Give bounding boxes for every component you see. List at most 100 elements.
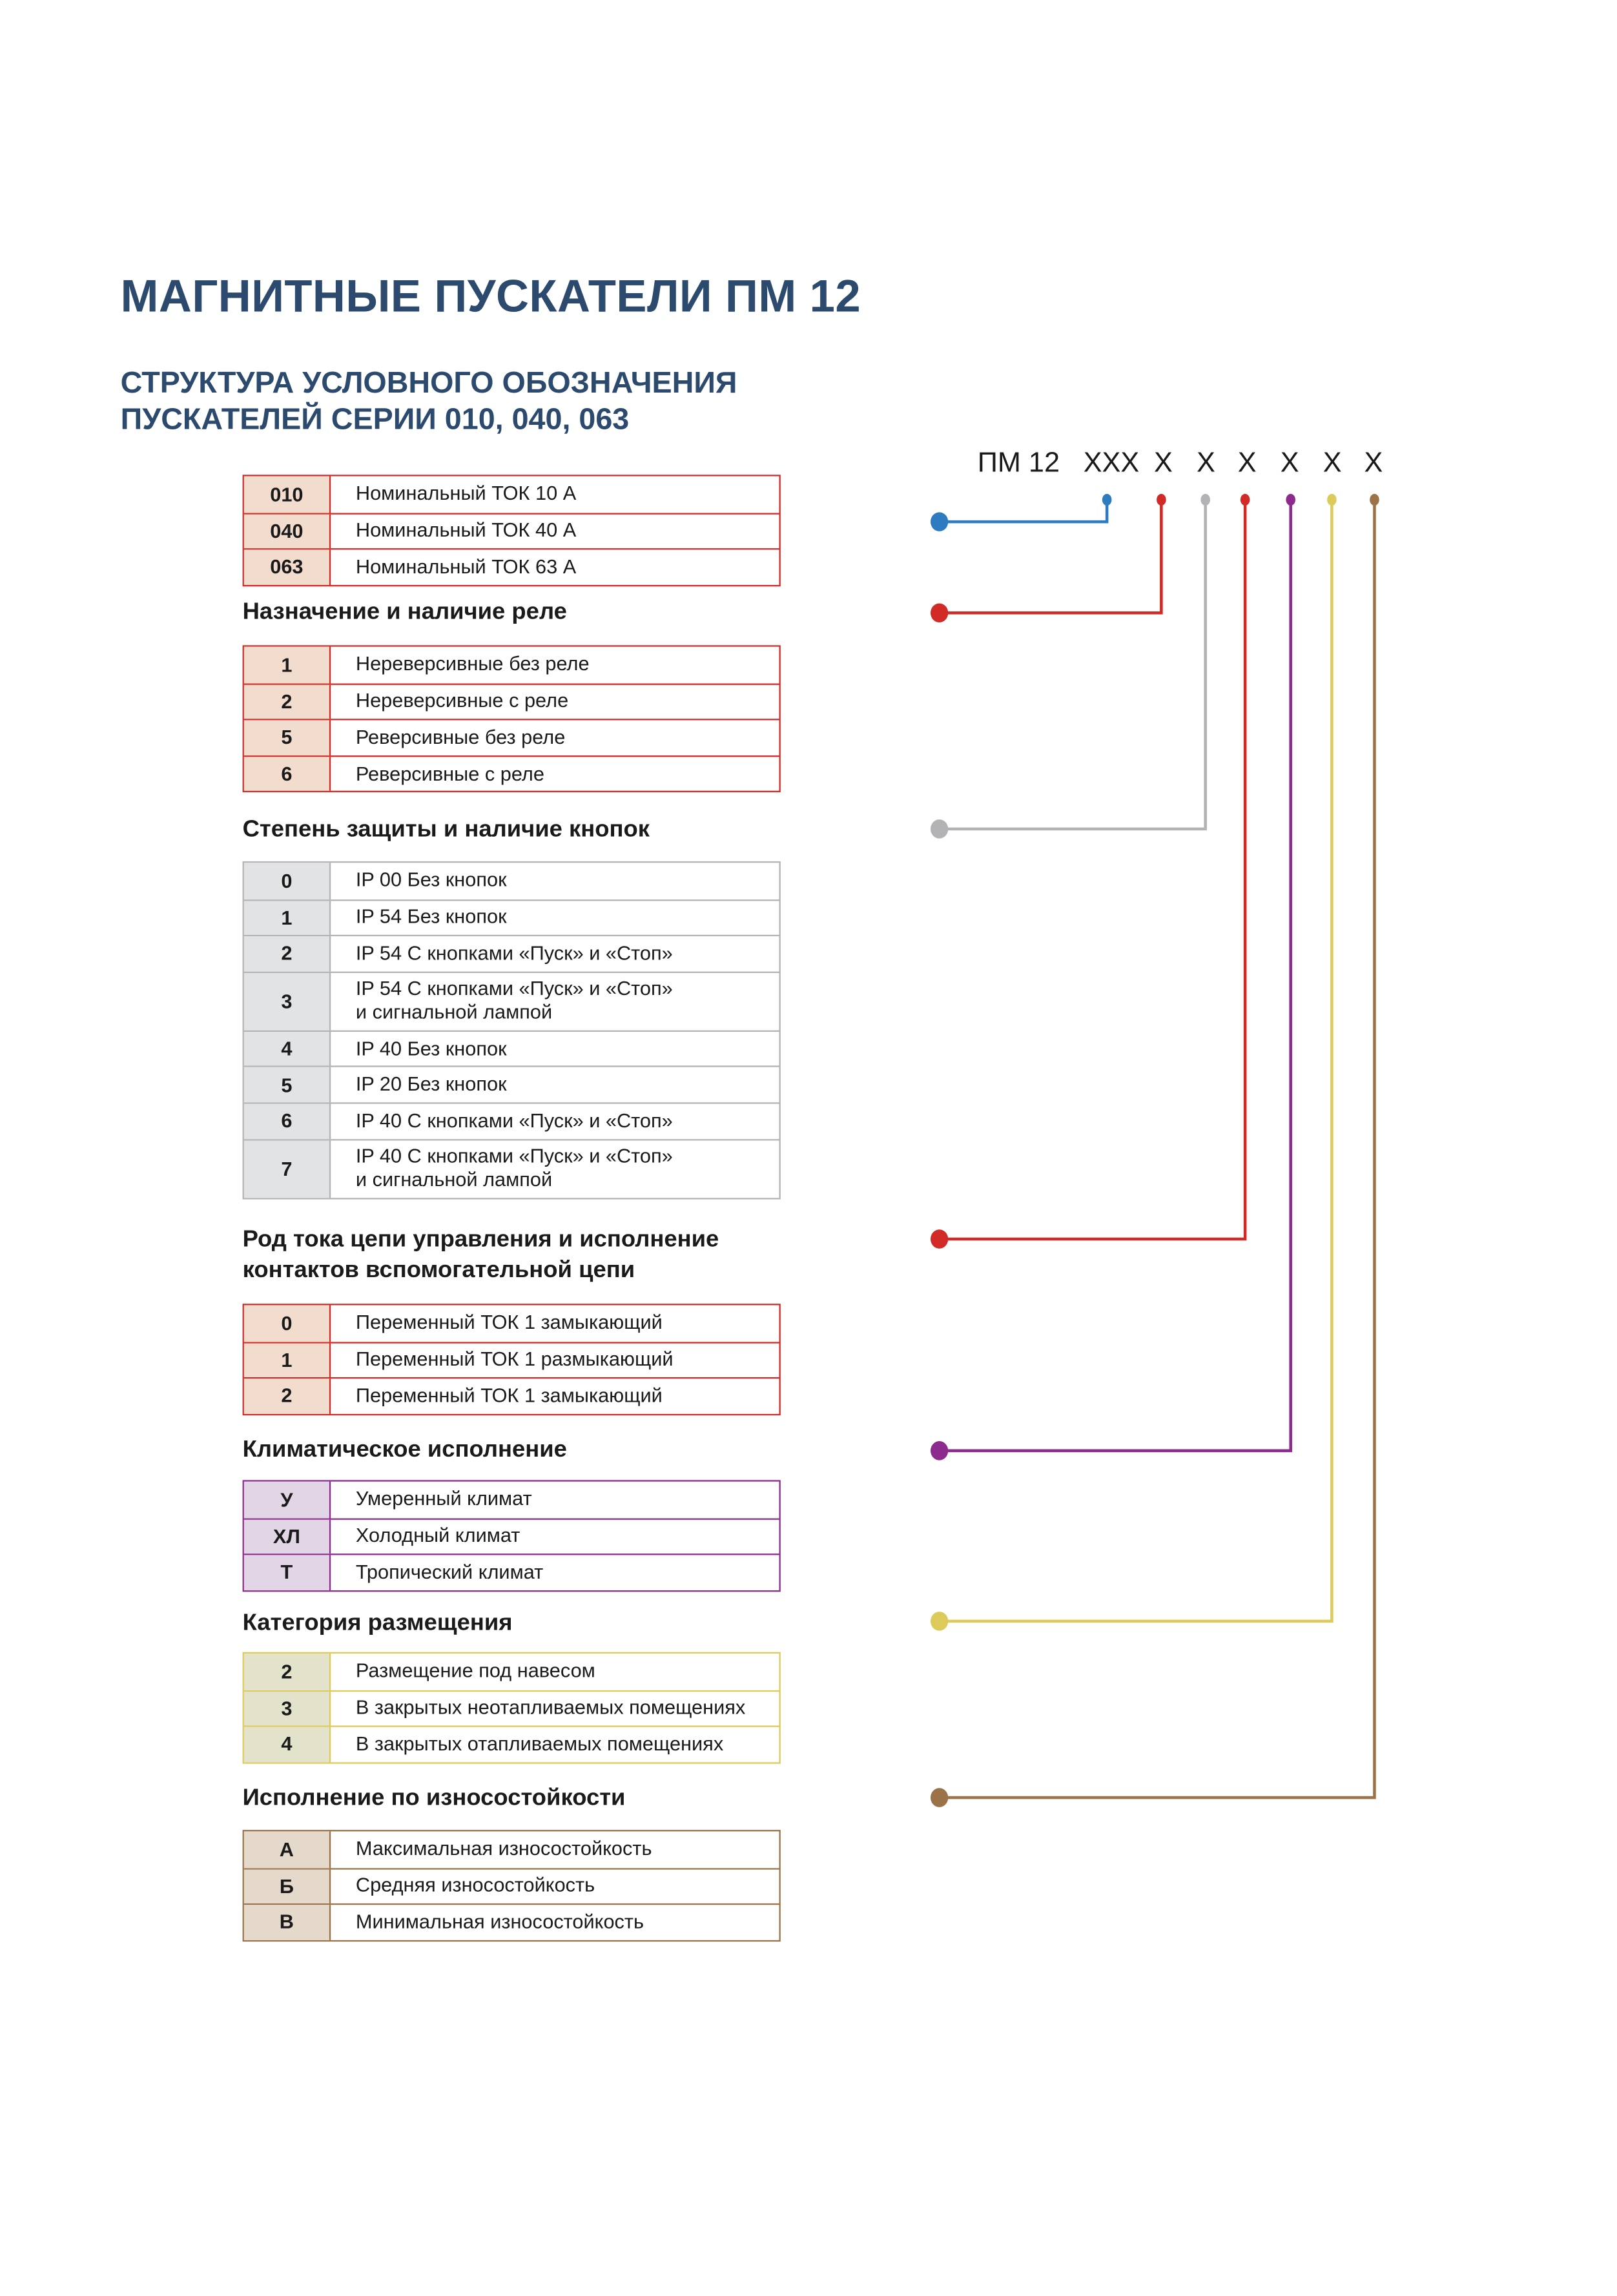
description-cell: IP 54 С кнопками «Пуск» и «Стоп» <box>355 942 673 965</box>
connector-line <box>939 499 1292 1453</box>
code-cell: 063 <box>243 549 331 585</box>
section-heading: Род тока цепи управления и исполнение кон… <box>243 1224 719 1286</box>
description-cell: IP 54 Без кнопок <box>355 906 507 928</box>
section-heading: Климатическое исполнение <box>243 1435 567 1466</box>
code-cell: 2 <box>243 1653 331 1690</box>
code-table: 0 IP 00 Без кнопок 1 IP 54 Без кнопок 2 IP 54… <box>242 861 781 1199</box>
section-heading-line: Род тока цепи управления и исполнение <box>242 1227 719 1253</box>
table-row: 2 Нереверсивные с реле <box>243 682 779 719</box>
connector-start-dot <box>1157 493 1166 506</box>
designation-placeholder: X <box>1197 447 1215 478</box>
code-cell: 6 <box>243 1103 331 1139</box>
code-cell: В <box>243 1905 331 1940</box>
code-cell: 2 <box>243 1379 331 1414</box>
connector-line <box>939 499 1207 831</box>
code-cell: 1 <box>243 646 331 683</box>
description-cell: Нереверсивные с реле <box>355 690 569 712</box>
connector-line <box>939 499 1163 615</box>
table-row: У Умеренный климат <box>243 1481 779 1518</box>
code-cell: 3 <box>243 972 331 1030</box>
connector-start-dot <box>1286 493 1295 506</box>
description-cell: Номинальный ТОК 63 А <box>355 555 577 578</box>
description-cell: Умеренный климат <box>355 1488 532 1510</box>
code-cell: 1 <box>243 1342 331 1378</box>
section-heading-line: Климатическое исполнение <box>242 1437 567 1463</box>
connector-start-dot <box>1370 493 1379 506</box>
code-cell: 040 <box>243 513 331 549</box>
description-cell: В закрытых неотапливаемых помещениях <box>355 1696 746 1719</box>
section-heading-line: контактов вспомогательной цепи <box>242 1258 635 1284</box>
connector-line <box>939 499 1247 1241</box>
table-row: 1 Нереверсивные без реле <box>243 646 779 683</box>
subtitle-line: ПУСКАТЕЛЕЙ СЕРИИ 010, 040, 063 <box>120 402 630 437</box>
code-cell: 4 <box>243 1031 331 1067</box>
description-cell: Холодный климат <box>355 1524 520 1547</box>
connector-end-dot <box>930 819 949 839</box>
designation-placeholder: X <box>1238 447 1257 478</box>
code-cell: 0 <box>243 863 331 899</box>
section-heading: Исполнение по износостойкости <box>243 1783 626 1814</box>
description-cell: IP 40 С кнопками «Пуск» и «Стоп» <box>355 1109 673 1132</box>
description-cell: Номинальный ТОК 40 А <box>355 519 577 542</box>
table-row: Б Средняя износостойкость <box>243 1867 779 1904</box>
description-cell: Нереверсивные без реле <box>355 653 590 675</box>
table-row: 6 Реверсивные с реле <box>243 755 779 792</box>
designation-placeholder: X <box>1323 447 1342 478</box>
description-cell: Переменный ТОК 1 размыкающий <box>355 1348 674 1371</box>
table-row: Т Тропический климат <box>243 1553 779 1590</box>
table-row: 3 В закрытых неотапливаемых помещениях <box>243 1689 779 1726</box>
code-cell: Б <box>243 1869 331 1904</box>
table-row: 2 IP 54 С кнопками «Пуск» и «Стоп» <box>243 935 779 972</box>
code-cell: 5 <box>243 720 331 755</box>
connector-start-dot <box>1102 493 1112 506</box>
code-table: У Умеренный климат ХЛ Холодный климат Т Тропи… <box>242 1480 781 1592</box>
description-cell: Минимальная износостойкость <box>355 1911 644 1933</box>
code-cell: У <box>243 1481 331 1518</box>
page-title: МАГНИТНЫЕ ПУСКАТЕЛИ ПМ 12 <box>120 270 861 322</box>
section-heading: Категория размещения <box>243 1608 513 1639</box>
section-heading-line: Категория размещения <box>242 1610 513 1636</box>
description-cell: Переменный ТОК 1 замыкающий <box>355 1311 663 1334</box>
designation-prefix: ПМ 12 <box>978 447 1060 478</box>
section-heading-line: Степень защиты и наличие кнопок <box>242 817 650 843</box>
description-cell: Номинальный ТОК 10 А <box>355 482 577 505</box>
table-row: 6 IP 40 С кнопками «Пуск» и «Стоп» <box>243 1102 779 1139</box>
section-heading: Степень защиты и наличие кнопок <box>243 814 650 845</box>
description-cell: IP 40 С кнопками «Пуск» и «Стоп» и сигнал… <box>355 1145 673 1191</box>
table-row: 1 Переменный ТОК 1 размыкающий <box>243 1341 779 1378</box>
connector-end-dot <box>930 1441 949 1461</box>
description-cell: Реверсивные без реле <box>355 726 566 748</box>
description-cell: IP 00 Без кнопок <box>355 869 507 892</box>
table-row: 7 IP 40 С кнопками «Пуск» и «Стоп» и сигна… <box>243 1138 779 1198</box>
table-row: 010 Номинальный ТОК 10 А <box>243 476 779 513</box>
code-cell: 2 <box>243 684 331 719</box>
connector-start-dot <box>1200 493 1210 506</box>
description-cell: IP 54 С кнопками «Пуск» и «Стоп» и сигнал… <box>355 978 673 1024</box>
connector-line <box>939 499 1109 524</box>
code-cell: 1 <box>243 900 331 936</box>
code-table: 010 Номинальный ТОК 10 А 040 Номинальный ТО… <box>242 475 781 586</box>
code-table: 0 Переменный ТОК 1 замыкающий 1 Переменный … <box>242 1304 781 1415</box>
code-table: 2 Размещение под навесом 3 В закрытых неота… <box>242 1652 781 1764</box>
subtitle-line: СТРУКТУРА УСЛОВНОГО ОБОЗНАЧЕНИЯ <box>120 365 737 400</box>
table-row: ХЛ Холодный климат <box>243 1517 779 1554</box>
code-cell: 0 <box>243 1305 331 1342</box>
section-heading-line: Исполнение по износостойкости <box>242 1785 626 1811</box>
connector-end-dot <box>930 1788 949 1807</box>
code-cell: Т <box>243 1555 331 1590</box>
description-cell: IP 40 Без кнопок <box>355 1037 507 1060</box>
description-cell: Тропический климат <box>355 1561 544 1583</box>
designation-placeholder: X <box>1364 447 1383 478</box>
code-cell: 7 <box>243 1140 331 1198</box>
designation-placeholder: X <box>1281 447 1299 478</box>
table-row: 063 Номинальный ТОК 63 А <box>243 548 779 585</box>
connector-start-dot <box>1327 493 1337 506</box>
description-cell: Переменный ТОК 1 замыкающий <box>355 1384 663 1407</box>
table-row: 0 Переменный ТОК 1 замыкающий <box>243 1305 779 1342</box>
description-cell: Размещение под навесом <box>355 1659 595 1682</box>
page-subtitle: СТРУКТУРА УСЛОВНОГО ОБОЗНАЧЕНИЯ ПУСКАТЕЛ… <box>121 365 737 438</box>
description-cell: В закрытых отапливаемых помещениях <box>355 1732 724 1755</box>
table-row: 2 Размещение под навесом <box>243 1653 779 1690</box>
code-cell: 3 <box>243 1691 331 1726</box>
